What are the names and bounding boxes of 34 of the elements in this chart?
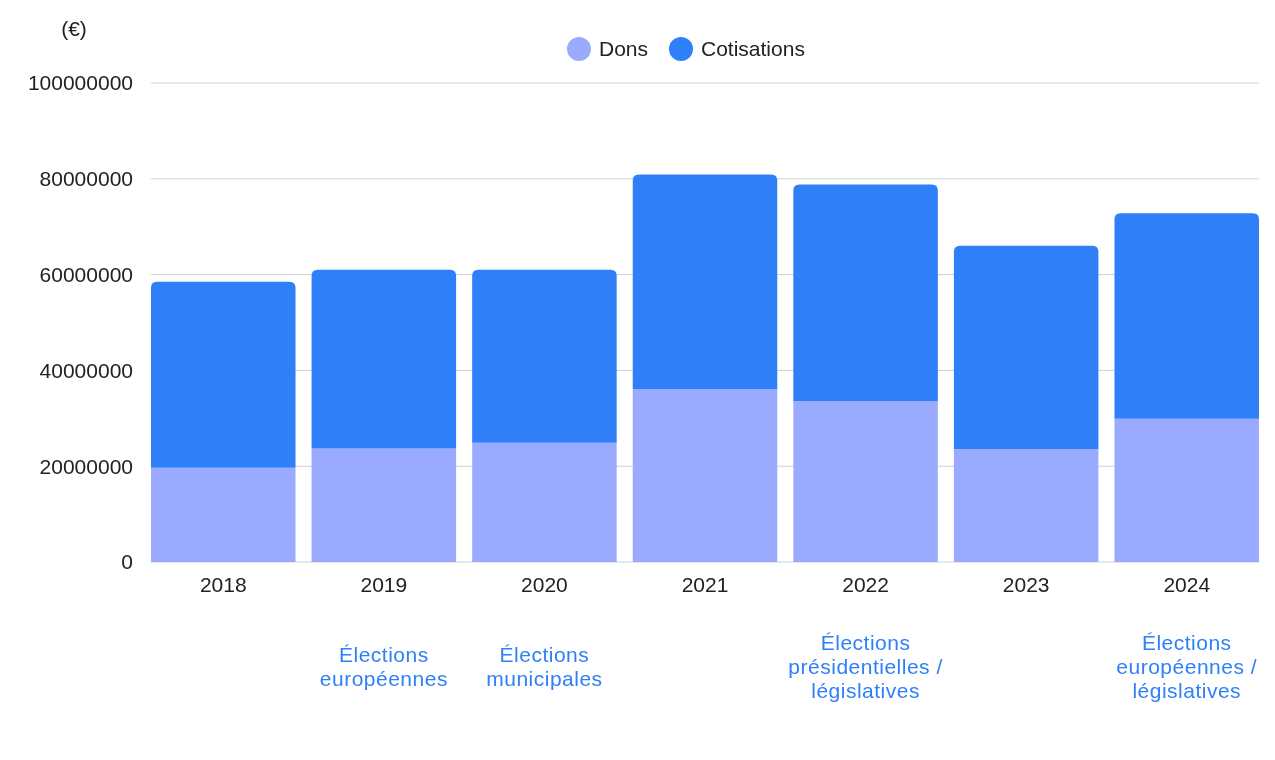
bar xyxy=(1114,213,1259,419)
y-tick-label: 80000000 xyxy=(39,167,133,191)
y-tick-label: 40000000 xyxy=(39,358,133,382)
bar xyxy=(472,269,617,443)
y-tick-label: 20000000 xyxy=(39,454,133,478)
bar xyxy=(311,448,457,562)
bar xyxy=(151,281,296,468)
bar xyxy=(632,389,778,562)
y-tick-label: 60000000 xyxy=(39,262,133,286)
bar xyxy=(793,184,938,402)
legend-label: Cotisations xyxy=(701,37,805,61)
bar xyxy=(472,442,617,562)
text: Élections municipales xyxy=(486,643,603,690)
x-tick-label: 2019 xyxy=(360,573,408,596)
text: Élections européennes / législatives xyxy=(1116,631,1258,702)
x-tick-label: 2018 xyxy=(199,573,247,596)
bar xyxy=(793,401,938,562)
bar xyxy=(953,245,1099,449)
bar xyxy=(311,269,457,449)
bar xyxy=(953,448,1099,562)
y-tick-label: 100000000 xyxy=(27,71,133,95)
bar xyxy=(632,174,778,390)
legend-label: Dons xyxy=(599,37,649,61)
y-tick-label: 0 xyxy=(121,550,133,574)
text: Élections présidentielles / législatives xyxy=(788,631,943,702)
x-tick-label: 2022 xyxy=(842,573,889,596)
y-axis-title: (€) xyxy=(61,17,87,40)
x-tick-label: 2021 xyxy=(681,573,729,596)
text: Élections européennes xyxy=(319,643,448,690)
bar xyxy=(1114,418,1259,562)
x-tick-label: 2024 xyxy=(1163,573,1211,596)
bar xyxy=(151,467,296,562)
x-tick-label: 2020 xyxy=(521,573,568,596)
x-tick-label: 2023 xyxy=(1002,573,1050,596)
